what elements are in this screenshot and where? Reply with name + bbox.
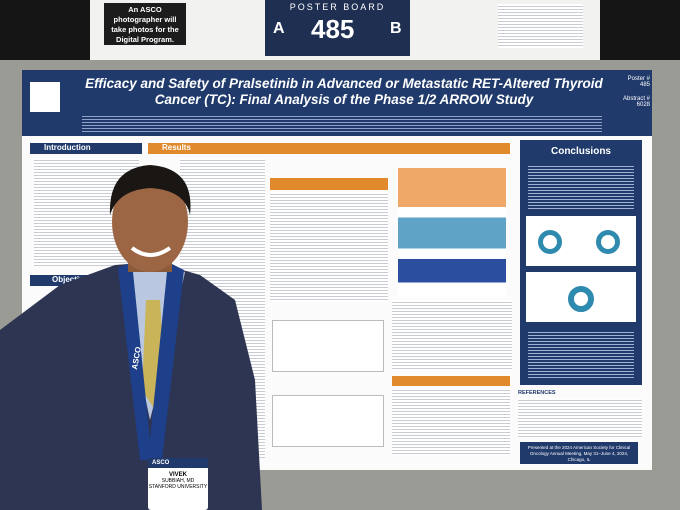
- smile: [130, 246, 172, 257]
- references: [518, 398, 642, 438]
- board-right: B: [390, 20, 402, 37]
- badge-first-name: VIVEK: [168, 472, 187, 478]
- suit: [0, 262, 262, 510]
- donut-charts: [526, 216, 636, 266]
- board-heading: POSTER BOARD: [289, 2, 386, 12]
- info-sheet: [498, 4, 583, 48]
- conclusions-panel: Conclusions: [520, 140, 642, 385]
- poster-header: Efficacy and Safety of Pralsetinib in Ad…: [22, 70, 652, 136]
- references-header: REFERENCES: [518, 390, 556, 396]
- hair: [109, 165, 191, 215]
- badge-last-name: SUBBIAH, MD: [161, 478, 195, 484]
- km-plot: [272, 320, 384, 372]
- qr-code: [30, 82, 60, 112]
- km-plot: [272, 395, 384, 447]
- board-number: 485: [311, 14, 355, 44]
- authors: [82, 114, 602, 132]
- safety-text: [392, 300, 512, 370]
- photo-sign: An ASCO photographer will take photos fo…: [104, 3, 186, 45]
- badge-affiliation: STANFORD UNIVERSITY: [148, 484, 208, 490]
- poster-title: Efficacy and Safety of Pralsetinib in Ad…: [85, 76, 603, 107]
- intro-header: Introduction: [30, 143, 142, 154]
- donut: [596, 230, 620, 254]
- conclusions-text: [528, 164, 634, 209]
- name-badge: ASCO VIVEK SUBBIAH, MD STANFORD UNIVERSI…: [148, 458, 208, 510]
- table-header: [270, 178, 388, 190]
- abstract-number: Abstract # 6028: [622, 96, 650, 108]
- donut: [568, 286, 594, 312]
- donut: [538, 230, 562, 254]
- table: [270, 192, 388, 302]
- board-left: A: [273, 20, 285, 37]
- conclusions-bullets: [528, 330, 634, 380]
- safety-table: [392, 388, 510, 454]
- conclusions-header: Conclusions: [550, 146, 611, 157]
- lanyard-text: ASCO: [130, 346, 143, 370]
- waterfall-plots: [398, 168, 506, 298]
- lanyard: [118, 262, 184, 460]
- donut-chart: [526, 272, 636, 322]
- badge-org: ASCO: [148, 458, 208, 468]
- poster-number: Poster # 485: [627, 76, 650, 88]
- results-header: Results: [148, 143, 510, 154]
- poster-board-number: POSTER BOARD A 485 B: [265, 0, 410, 56]
- safety-table-header: [392, 376, 510, 386]
- presented-at: Presented at the 2024 American Society f…: [520, 442, 638, 464]
